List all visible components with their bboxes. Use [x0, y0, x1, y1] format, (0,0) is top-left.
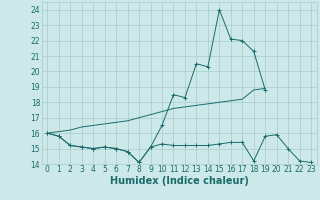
X-axis label: Humidex (Indice chaleur): Humidex (Indice chaleur) [110, 176, 249, 186]
